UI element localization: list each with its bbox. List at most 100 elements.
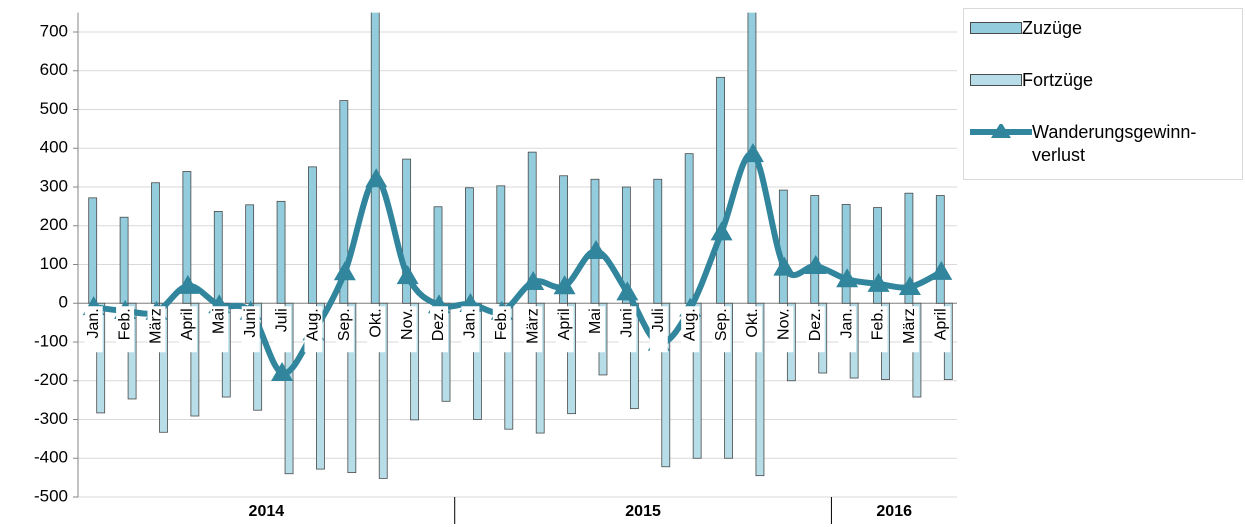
label-bg	[618, 306, 637, 353]
x-tick-label: April	[179, 308, 196, 340]
marker	[867, 272, 890, 292]
x-tick-label: Dez.	[430, 308, 447, 341]
marker	[930, 260, 953, 280]
marker	[584, 239, 607, 259]
x-tick-label: Dez.	[807, 308, 824, 341]
bar	[724, 302, 733, 459]
x-tick-label: Aug.	[305, 308, 322, 341]
bar	[621, 186, 631, 304]
y-tick-label: 300	[40, 176, 68, 195]
label-bg	[869, 306, 888, 353]
label-bg	[492, 306, 511, 353]
x-tick-label: Feb.	[116, 308, 133, 340]
bar	[661, 302, 671, 468]
y-tick-label: -400	[34, 448, 68, 467]
x-tick-label: April	[933, 308, 950, 340]
legend-item: Wanderungsgewinn-verlust	[970, 121, 1237, 167]
x-tick-label: März	[524, 308, 541, 344]
x-tick-label: Nov.	[399, 308, 416, 340]
chart: -500 -400 -300 -200 -100 0 100 200 300 400 500 600 7…	[34, 12, 957, 524]
bar	[755, 302, 765, 477]
y-tick-label: -100	[34, 331, 68, 350]
bar	[935, 195, 945, 304]
bar	[716, 76, 725, 304]
label-bg	[743, 306, 762, 353]
label-bg	[806, 306, 825, 353]
x-tick-label: Aug.	[681, 308, 698, 341]
bar	[527, 151, 537, 304]
label-bg	[586, 306, 605, 353]
label-bg	[147, 306, 166, 353]
bar	[370, 12, 380, 304]
bar	[347, 302, 357, 473]
label-bg	[335, 306, 354, 353]
marker	[898, 275, 921, 295]
bar	[810, 195, 820, 304]
marker	[710, 221, 733, 241]
x-tick-label: Juni	[242, 308, 259, 337]
bar	[653, 178, 663, 304]
year-label: 2014	[249, 503, 285, 520]
bar	[245, 204, 255, 304]
bar	[402, 158, 412, 304]
bar	[96, 302, 106, 414]
label-bg	[241, 306, 260, 353]
legend-label: Zuzüge	[1022, 18, 1083, 38]
legend-label: Fortzüge	[1022, 70, 1094, 90]
bar	[213, 211, 223, 304]
bar	[339, 100, 349, 304]
label-bg	[555, 306, 574, 353]
y-tick-label: 400	[40, 138, 68, 157]
bar	[284, 302, 294, 475]
label-bg	[84, 306, 103, 353]
x-tick-label: Nov.	[776, 308, 793, 340]
y-tick-label: -200	[34, 370, 68, 389]
y-tick-label: 100	[40, 254, 68, 273]
bar	[151, 182, 160, 304]
bar	[182, 171, 192, 304]
x-tick-label: Mai	[210, 308, 227, 334]
label-bg	[430, 306, 449, 353]
x-tick-label: Okt.	[367, 308, 384, 337]
x-tick-label: Jan.	[838, 308, 855, 338]
marker	[176, 274, 199, 294]
x-tick-label: Juni	[619, 308, 636, 337]
marker	[522, 270, 545, 290]
x-tick-label: Sep.	[713, 308, 730, 341]
marker	[804, 255, 827, 275]
legend-swatch	[970, 22, 1022, 34]
x-tick-label: Sep.	[336, 308, 353, 341]
marker	[271, 362, 294, 381]
year-label: 2015	[625, 503, 661, 520]
plot-area	[82, 12, 953, 479]
x-tick-label: Okt.	[744, 308, 761, 337]
x-tick-label: März	[901, 308, 918, 344]
x-tick-label: Feb.	[870, 308, 887, 340]
label-bg	[273, 306, 292, 353]
marker	[396, 265, 419, 285]
label-bg	[304, 306, 323, 353]
bar	[496, 185, 506, 304]
marker	[616, 281, 639, 301]
marker	[836, 268, 859, 288]
bar	[433, 206, 443, 304]
label-bg	[116, 306, 135, 353]
bar	[276, 200, 286, 304]
label-bg	[775, 306, 794, 353]
marker	[741, 143, 764, 163]
marker	[365, 168, 388, 188]
legend-item: Zuzüge	[970, 17, 1232, 40]
y-tick-label: 200	[40, 215, 68, 234]
label-bg	[681, 306, 700, 353]
y-tick-label: -300	[34, 409, 68, 428]
bar	[590, 178, 600, 304]
bar	[841, 204, 851, 304]
bar	[684, 153, 694, 304]
label-bg	[398, 306, 417, 353]
x-tick-label: Mai	[587, 308, 604, 334]
label-bg	[367, 306, 386, 353]
marker	[333, 261, 356, 281]
label-bg	[712, 306, 731, 353]
x-tick-label: Jan.	[85, 308, 102, 338]
bar	[88, 197, 98, 304]
